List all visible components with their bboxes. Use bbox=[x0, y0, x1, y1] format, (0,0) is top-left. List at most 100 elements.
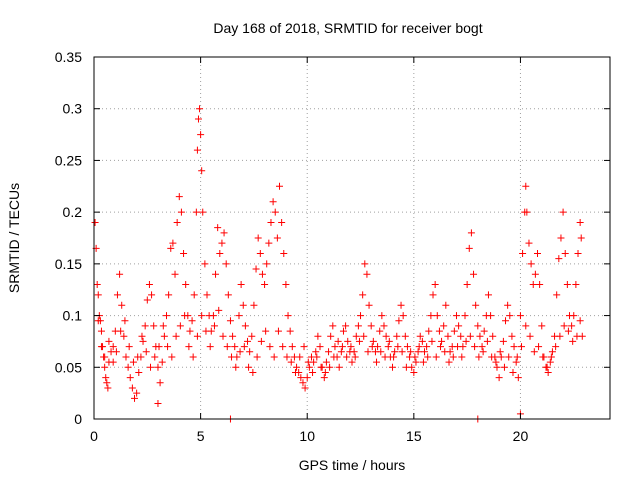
data-point bbox=[322, 358, 330, 366]
data-point bbox=[287, 358, 295, 366]
data-point bbox=[500, 363, 508, 371]
data-point bbox=[452, 312, 460, 320]
data-point bbox=[407, 348, 415, 356]
data-point bbox=[109, 358, 117, 366]
data-point bbox=[116, 270, 124, 278]
data-point bbox=[410, 368, 418, 376]
data-point bbox=[433, 312, 441, 320]
data-point bbox=[534, 250, 542, 258]
data-point bbox=[455, 322, 463, 330]
data-point bbox=[361, 260, 369, 268]
data-point bbox=[376, 327, 384, 335]
data-point bbox=[180, 250, 188, 258]
data-point bbox=[564, 327, 572, 335]
data-point bbox=[454, 343, 462, 351]
data-point bbox=[129, 358, 137, 366]
data-point bbox=[509, 368, 517, 376]
data-point bbox=[384, 343, 392, 351]
data-point bbox=[246, 348, 254, 356]
data-point bbox=[420, 348, 428, 356]
data-point bbox=[385, 337, 393, 345]
data-point bbox=[182, 281, 190, 289]
data-point bbox=[139, 337, 147, 345]
data-point bbox=[359, 291, 367, 299]
data-point bbox=[215, 306, 223, 314]
data-point bbox=[347, 343, 355, 351]
data-point bbox=[256, 250, 264, 258]
data-point bbox=[487, 312, 495, 320]
data-point bbox=[488, 353, 496, 361]
data-point bbox=[435, 327, 443, 335]
data-point bbox=[224, 291, 232, 299]
data-point bbox=[237, 281, 245, 289]
data-point bbox=[442, 301, 450, 309]
data-point bbox=[135, 368, 143, 376]
data-point bbox=[113, 291, 121, 299]
data-point bbox=[480, 327, 488, 335]
data-point bbox=[249, 368, 257, 376]
data-point bbox=[519, 250, 527, 258]
data-point bbox=[142, 348, 150, 356]
data-point bbox=[479, 348, 487, 356]
x-tick-label: 5 bbox=[197, 428, 205, 444]
data-point bbox=[185, 343, 193, 351]
data-point bbox=[229, 332, 237, 340]
data-point bbox=[105, 337, 113, 345]
data-point bbox=[122, 353, 130, 361]
data-point bbox=[377, 348, 385, 356]
data-point bbox=[199, 208, 207, 216]
data-point bbox=[278, 218, 286, 226]
data-point bbox=[419, 358, 427, 366]
data-point bbox=[357, 312, 365, 320]
data-point bbox=[510, 343, 518, 351]
data-point bbox=[299, 379, 307, 387]
data-point bbox=[402, 363, 410, 371]
data-point bbox=[162, 312, 170, 320]
data-point bbox=[160, 332, 168, 340]
data-point bbox=[483, 337, 491, 345]
data-point bbox=[93, 281, 101, 289]
data-point bbox=[245, 363, 253, 371]
data-point bbox=[563, 281, 571, 289]
data-point bbox=[441, 348, 449, 356]
data-point bbox=[169, 239, 177, 247]
data-point bbox=[301, 384, 309, 392]
data-point bbox=[472, 301, 480, 309]
data-point bbox=[527, 260, 535, 268]
data-point bbox=[194, 115, 202, 123]
data-point bbox=[244, 337, 252, 345]
data-points bbox=[91, 105, 586, 423]
data-point bbox=[296, 353, 304, 361]
data-point bbox=[126, 374, 134, 382]
data-point bbox=[547, 353, 555, 361]
data-point bbox=[220, 229, 228, 237]
data-point bbox=[427, 312, 435, 320]
data-point bbox=[391, 348, 399, 356]
data-point bbox=[236, 348, 244, 356]
data-point bbox=[424, 353, 432, 361]
data-point bbox=[313, 353, 321, 361]
data-point bbox=[209, 312, 217, 320]
data-point bbox=[325, 348, 333, 356]
data-point bbox=[138, 332, 146, 340]
data-point bbox=[103, 379, 111, 387]
data-point bbox=[465, 244, 473, 252]
data-point bbox=[222, 260, 230, 268]
data-point bbox=[188, 317, 196, 325]
data-point bbox=[369, 337, 377, 345]
data-point bbox=[394, 343, 402, 351]
data-point bbox=[522, 182, 530, 190]
data-point bbox=[267, 218, 275, 226]
data-point bbox=[428, 337, 436, 345]
data-point bbox=[210, 322, 218, 330]
data-point bbox=[203, 291, 211, 299]
data-point bbox=[261, 281, 269, 289]
data-point bbox=[214, 224, 222, 232]
data-point bbox=[173, 218, 181, 226]
data-point bbox=[543, 363, 551, 371]
y-tick-label: 0.05 bbox=[55, 359, 82, 375]
data-point bbox=[134, 353, 142, 361]
data-point bbox=[262, 327, 270, 335]
data-point bbox=[193, 332, 201, 340]
data-point bbox=[368, 343, 376, 351]
